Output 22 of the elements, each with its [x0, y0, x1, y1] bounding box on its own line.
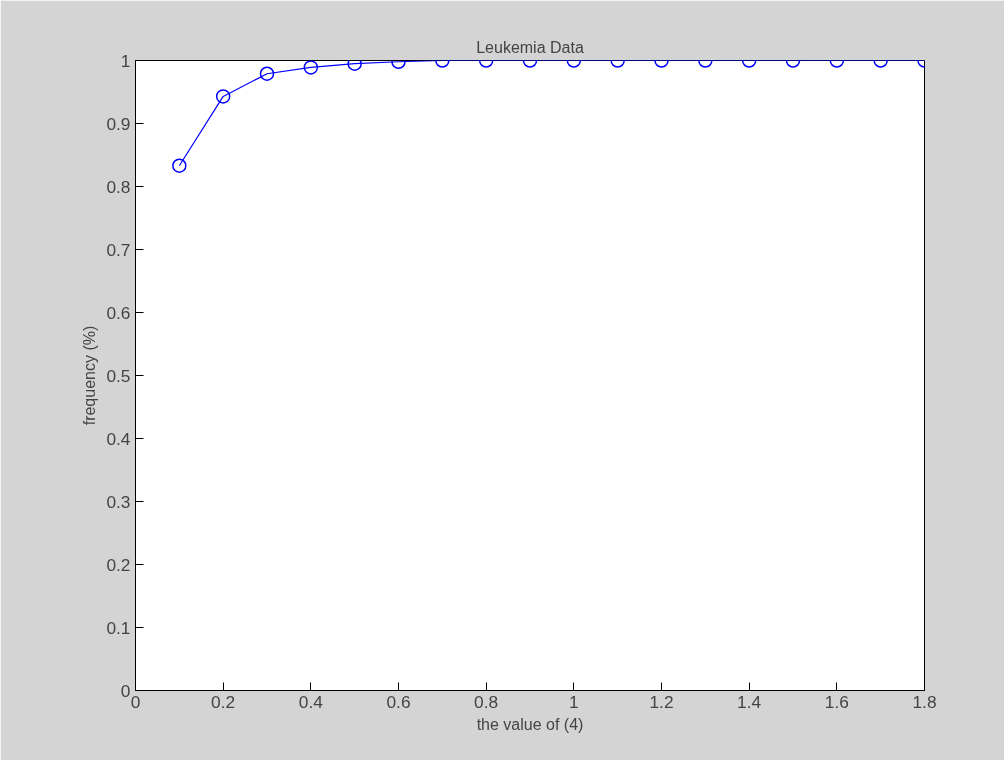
x-tick-label: 1.4: [737, 691, 762, 712]
x-tick-label: 0.2: [211, 691, 236, 712]
y-tick-label: 0.2: [106, 554, 131, 575]
x-tick-label: 0.8: [474, 691, 499, 712]
x-tick-label: 0.4: [298, 691, 324, 712]
y-tick-label: 0.3: [106, 491, 131, 512]
x-tick-label: 1.2: [649, 691, 674, 712]
y-tick-label: 0.4: [106, 428, 131, 449]
x-tick-label: 1: [569, 691, 579, 712]
x-axis-title: the value of (4): [476, 715, 584, 733]
y-tick-label: 0.1: [106, 617, 131, 638]
x-tick-label: 0.6: [386, 691, 411, 712]
y-tick-label: 0.5: [106, 365, 131, 386]
y-axis-title: frequency (%): [81, 325, 99, 426]
y-tick-label: 0.9: [106, 113, 131, 134]
y-tick-label: 0.7: [106, 239, 131, 260]
y-tick-label: 1: [120, 50, 131, 71]
chart-title: Leukemia Data: [476, 38, 584, 56]
x-tick-label: 1.8: [912, 691, 937, 712]
x-tick-label: 1.6: [824, 691, 849, 712]
y-tick-label: 0.6: [106, 302, 131, 323]
y-tick-label: 0.8: [106, 176, 131, 197]
